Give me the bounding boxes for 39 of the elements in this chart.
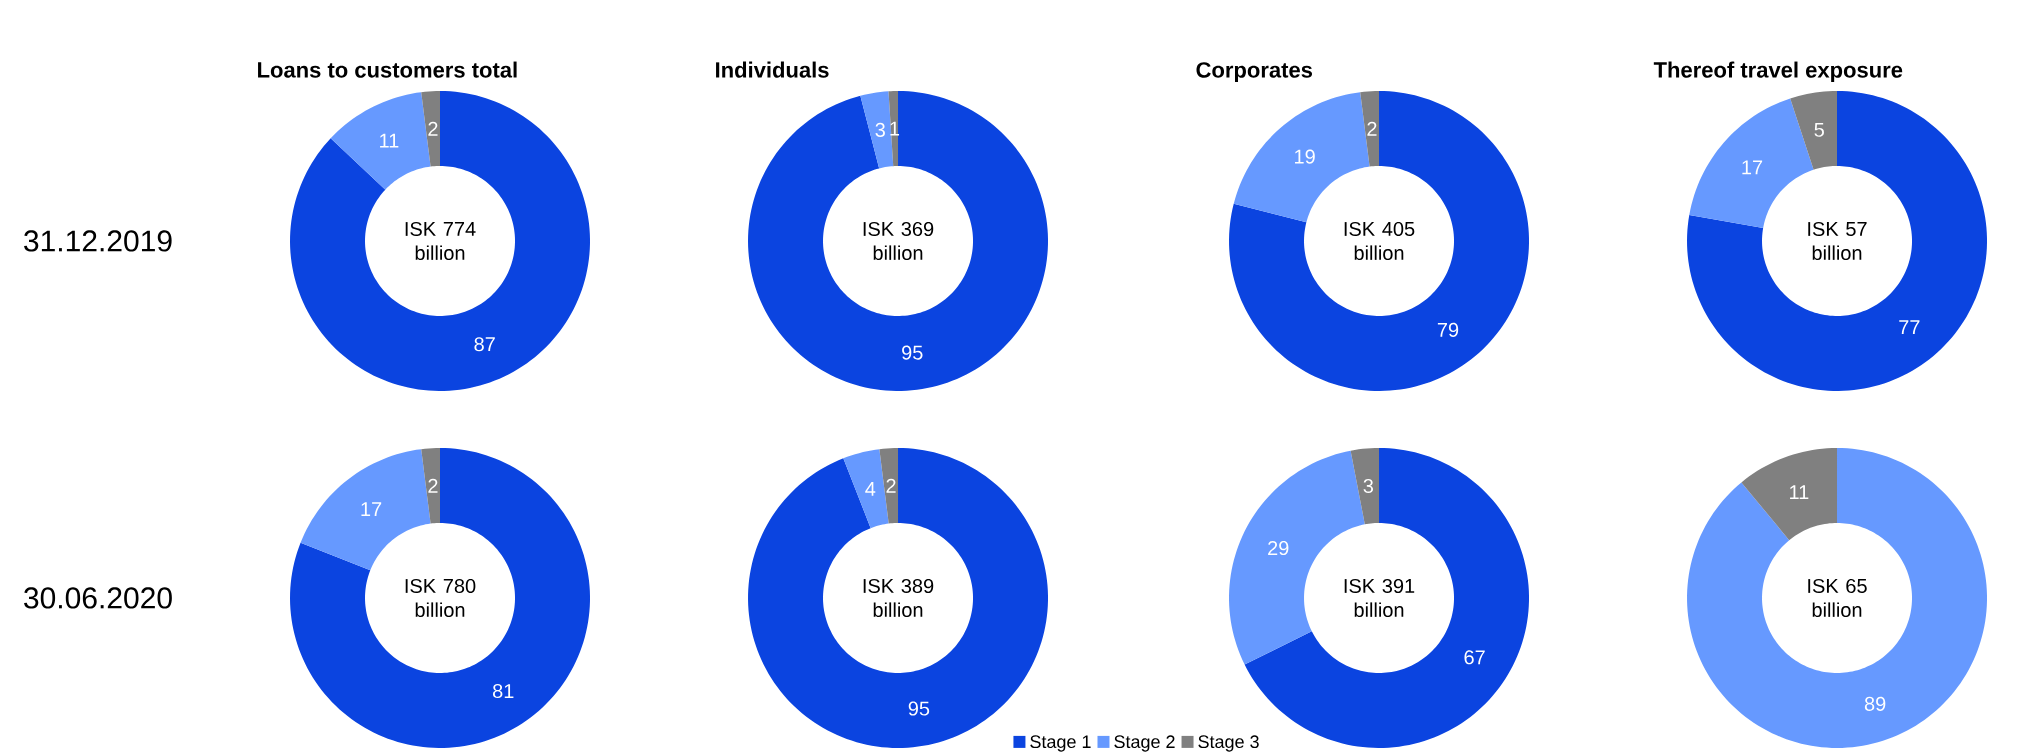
chart-title: Loans to customers total [258,61,517,78]
data-label: 2 [428,121,438,136]
data-label: 2 [1367,121,1377,136]
chart-title: Thereof travel exposure [1653,61,1903,83]
text: ISK 57 billion [1808,221,1867,261]
data-label: 81 [493,683,514,699]
text: ISK 780 billion [405,578,476,618]
data-label: 2 [428,478,438,493]
text: 30.06.2020 [24,587,172,609]
data-label: 3 [1363,478,1374,494]
text: ISK 391 billion [1344,578,1415,618]
data-label: 2 [886,478,896,493]
text: ISK 65 billion [1808,578,1867,618]
text: ISK 389 billion [863,578,934,618]
data-label: 17 [361,502,382,516]
legend-label: Stage 3 [1198,735,1259,752]
data-label: 17 [1742,160,1763,175]
data-label: 29 [1268,540,1289,556]
chart-title: Corporates [1196,62,1313,83]
data-label: 5 [1814,122,1824,137]
text: ISK 774 billion [405,221,476,261]
data-label: 67 [1464,650,1485,665]
data-label: 3 [875,122,885,137]
data-label: 77 [1899,320,1920,335]
data-label: 11 [1790,485,1809,500]
data-label: 19 [1295,149,1315,164]
data-label: 95 [908,701,930,716]
data-label: 95 [902,345,923,360]
data-label: 89 [1864,696,1886,711]
text: ISK 405 billion [1344,221,1415,261]
data-label: 87 [474,337,495,352]
data-label: 11 [380,133,399,148]
data-label: 4 [865,482,876,496]
legend-label: Stage 1 [1030,735,1091,752]
text: ISK 369 billion [863,221,934,261]
legend-label: Stage 2 [1114,735,1175,752]
text: 31.12.2019 [24,230,172,252]
chart-title: Individuals [716,61,829,78]
data-label: 79 [1437,322,1459,337]
